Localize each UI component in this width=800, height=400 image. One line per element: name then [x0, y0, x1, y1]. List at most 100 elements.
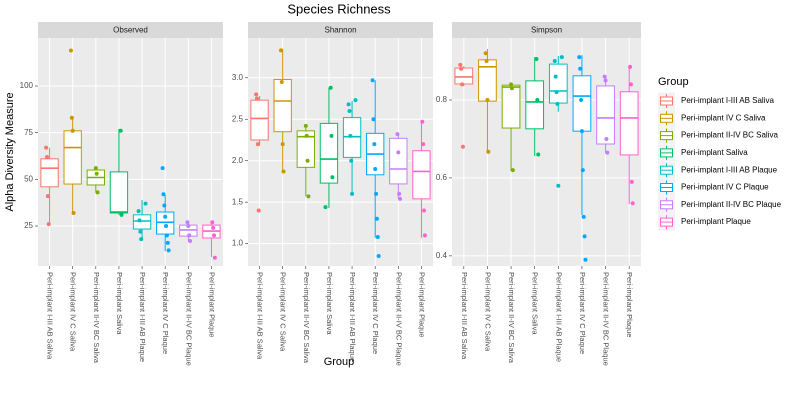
point — [509, 82, 514, 87]
point — [346, 102, 351, 107]
point — [348, 133, 353, 138]
x-tick-label: Peri-implant IV C Plaque — [578, 272, 587, 354]
point — [486, 149, 491, 154]
x-axis-label: Group — [324, 356, 355, 368]
point — [554, 90, 559, 95]
point — [136, 209, 141, 214]
point — [212, 255, 217, 260]
point — [139, 237, 144, 242]
point — [323, 205, 328, 210]
box — [412, 150, 431, 200]
point — [160, 166, 165, 171]
point — [254, 92, 259, 97]
x-tick-label: Peri-implant II-IV BC Saliva — [302, 272, 311, 364]
y-tick-label: 3.0 — [232, 73, 244, 82]
box — [478, 59, 497, 102]
point — [396, 150, 401, 155]
point — [280, 142, 285, 147]
box — [389, 137, 408, 185]
point — [44, 154, 49, 159]
point — [328, 85, 333, 90]
point — [460, 144, 465, 149]
point — [68, 48, 73, 53]
point — [509, 86, 514, 91]
point — [143, 201, 148, 206]
strip — [38, 22, 223, 38]
x-tick-label: Peri-implant I-III AB Saliva — [460, 272, 469, 360]
point — [164, 224, 169, 229]
point — [422, 233, 427, 238]
facet-title: Simpson — [531, 26, 562, 35]
point — [373, 166, 378, 171]
point — [579, 97, 584, 102]
x-tick-label: Peri-implant I-III AB Saliva — [256, 272, 265, 360]
box — [596, 85, 615, 145]
point — [94, 171, 99, 176]
point — [485, 97, 490, 102]
point — [303, 123, 308, 128]
x-tick-label: Peri-implant Saliva — [325, 272, 334, 335]
point — [458, 62, 463, 67]
point — [161, 192, 166, 197]
y-tick-label: 75 — [24, 128, 33, 137]
point — [330, 175, 335, 180]
legend-label: Peri-implant IV C Saliva — [681, 113, 766, 122]
y-tick-label: 2.0 — [232, 156, 244, 165]
y-tick-label: 100 — [20, 81, 34, 90]
point — [605, 150, 610, 155]
box — [319, 122, 339, 184]
legend-label: Peri-implant Saliva — [681, 148, 748, 157]
point — [306, 194, 311, 199]
point — [370, 78, 375, 83]
point — [510, 168, 515, 173]
point — [374, 216, 379, 221]
y-axis-label: Alpha Diversity Measure — [4, 92, 16, 211]
x-tick-label: Peri-implant II-IV BC Plaque — [184, 272, 193, 366]
point — [582, 234, 587, 239]
x-tick-label: Peri-implant II-IV BC Saliva — [507, 272, 516, 364]
point — [279, 79, 284, 84]
box — [63, 130, 82, 185]
point — [93, 166, 98, 171]
box — [548, 63, 568, 104]
y-tick-label: 0.8 — [436, 95, 448, 104]
point — [556, 183, 561, 188]
point — [95, 190, 100, 195]
y-tick-label: 50 — [24, 174, 33, 183]
point — [70, 128, 75, 133]
y-tick-label: 1.0 — [232, 239, 244, 248]
legend-title: Group — [658, 76, 689, 88]
point — [212, 233, 217, 238]
y-tick-label: 25 — [24, 221, 33, 230]
point — [398, 196, 403, 201]
point — [118, 128, 123, 133]
box — [109, 171, 129, 214]
point — [604, 136, 609, 141]
point — [484, 58, 489, 63]
point — [534, 57, 539, 62]
point — [304, 133, 309, 138]
legend-label: Peri-implant I-III AB Plaque — [681, 165, 778, 174]
point — [278, 48, 283, 53]
point — [305, 158, 310, 163]
point — [460, 82, 465, 87]
x-tick-label: Peri-implant IV C Saliva — [279, 272, 288, 352]
point — [552, 58, 557, 63]
point — [581, 214, 586, 219]
point — [71, 210, 76, 215]
point — [420, 119, 425, 124]
point — [69, 115, 74, 120]
box — [132, 214, 152, 230]
point — [349, 158, 354, 163]
point — [256, 208, 261, 213]
chart-title: Species Richness — [287, 1, 391, 16]
point — [483, 51, 488, 56]
box — [296, 130, 315, 168]
point — [559, 55, 564, 60]
point — [374, 191, 379, 196]
point — [375, 234, 380, 239]
point — [45, 194, 50, 199]
x-tick-label: Peri-implant Saliva — [115, 272, 124, 335]
point — [211, 225, 216, 230]
point — [164, 233, 169, 238]
